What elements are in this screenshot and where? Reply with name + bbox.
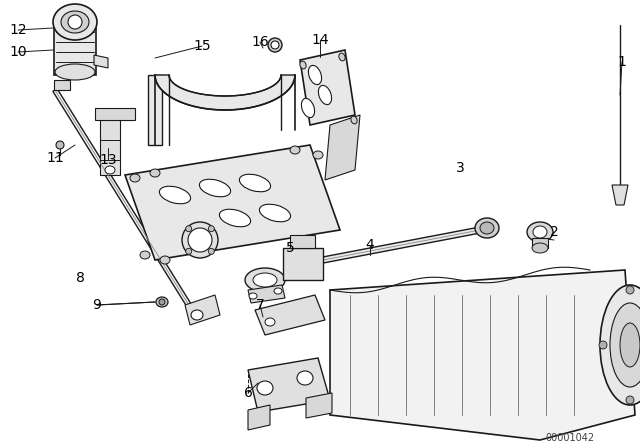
Polygon shape <box>283 248 323 280</box>
Ellipse shape <box>319 86 332 105</box>
Polygon shape <box>532 238 548 248</box>
Polygon shape <box>290 235 315 248</box>
Polygon shape <box>95 108 135 120</box>
Text: 15: 15 <box>193 39 211 53</box>
Ellipse shape <box>130 174 140 182</box>
Ellipse shape <box>200 179 230 197</box>
Ellipse shape <box>208 248 214 254</box>
Ellipse shape <box>257 381 273 395</box>
Ellipse shape <box>351 116 357 124</box>
Ellipse shape <box>191 310 203 320</box>
Ellipse shape <box>626 286 634 294</box>
Text: 6: 6 <box>244 386 252 400</box>
Text: 1: 1 <box>618 55 627 69</box>
Ellipse shape <box>480 222 494 234</box>
Polygon shape <box>54 80 70 90</box>
Ellipse shape <box>159 186 191 204</box>
Ellipse shape <box>182 222 218 258</box>
Ellipse shape <box>600 285 640 405</box>
Ellipse shape <box>56 141 64 149</box>
Ellipse shape <box>301 99 315 118</box>
Ellipse shape <box>61 11 89 33</box>
Polygon shape <box>148 75 162 145</box>
Ellipse shape <box>527 222 553 242</box>
Ellipse shape <box>253 273 277 287</box>
Ellipse shape <box>532 243 548 253</box>
Ellipse shape <box>626 396 634 404</box>
Text: 10: 10 <box>9 45 27 59</box>
Ellipse shape <box>245 268 285 292</box>
Polygon shape <box>248 405 270 430</box>
Text: 7: 7 <box>255 298 264 312</box>
Ellipse shape <box>68 15 82 29</box>
Ellipse shape <box>274 288 282 294</box>
Ellipse shape <box>188 228 212 252</box>
Ellipse shape <box>239 174 271 192</box>
Text: 12: 12 <box>9 23 27 37</box>
Polygon shape <box>248 285 285 303</box>
Text: 9: 9 <box>93 298 101 312</box>
Ellipse shape <box>300 61 306 69</box>
Ellipse shape <box>220 209 251 227</box>
Text: 8: 8 <box>76 271 84 285</box>
Text: 00001042: 00001042 <box>545 433 595 443</box>
Ellipse shape <box>620 323 640 367</box>
Text: 4: 4 <box>365 238 374 252</box>
Ellipse shape <box>160 256 170 264</box>
Polygon shape <box>325 115 360 180</box>
Ellipse shape <box>475 218 499 238</box>
Polygon shape <box>53 89 197 316</box>
Ellipse shape <box>610 303 640 387</box>
Polygon shape <box>125 145 340 260</box>
Text: 3: 3 <box>456 161 465 175</box>
Ellipse shape <box>249 293 257 299</box>
Polygon shape <box>300 50 355 125</box>
Polygon shape <box>155 75 295 110</box>
Text: 16: 16 <box>251 35 269 49</box>
Ellipse shape <box>156 297 168 307</box>
Ellipse shape <box>339 53 345 61</box>
Polygon shape <box>100 115 120 175</box>
Polygon shape <box>248 358 330 412</box>
Ellipse shape <box>313 151 323 159</box>
Ellipse shape <box>297 371 313 385</box>
Polygon shape <box>185 295 220 325</box>
Text: 2: 2 <box>550 225 558 239</box>
Ellipse shape <box>533 226 547 238</box>
Ellipse shape <box>208 226 214 232</box>
Text: 14: 14 <box>311 33 329 47</box>
Ellipse shape <box>159 299 165 305</box>
Polygon shape <box>330 270 635 440</box>
Polygon shape <box>323 227 481 263</box>
Polygon shape <box>94 55 108 68</box>
Ellipse shape <box>290 146 300 154</box>
Ellipse shape <box>259 204 291 222</box>
Ellipse shape <box>265 318 275 326</box>
Ellipse shape <box>55 64 95 80</box>
Polygon shape <box>54 22 96 75</box>
Ellipse shape <box>271 41 279 49</box>
Ellipse shape <box>308 65 321 85</box>
Text: 11: 11 <box>46 151 64 165</box>
Ellipse shape <box>105 166 115 174</box>
Text: 5: 5 <box>285 241 294 255</box>
Polygon shape <box>255 295 325 335</box>
Ellipse shape <box>150 169 160 177</box>
Polygon shape <box>306 393 332 418</box>
Ellipse shape <box>186 226 192 232</box>
Text: 13: 13 <box>99 153 117 167</box>
Ellipse shape <box>53 4 97 40</box>
Ellipse shape <box>186 248 192 254</box>
Ellipse shape <box>268 38 282 52</box>
Polygon shape <box>612 185 628 205</box>
Ellipse shape <box>599 341 607 349</box>
Ellipse shape <box>140 251 150 259</box>
